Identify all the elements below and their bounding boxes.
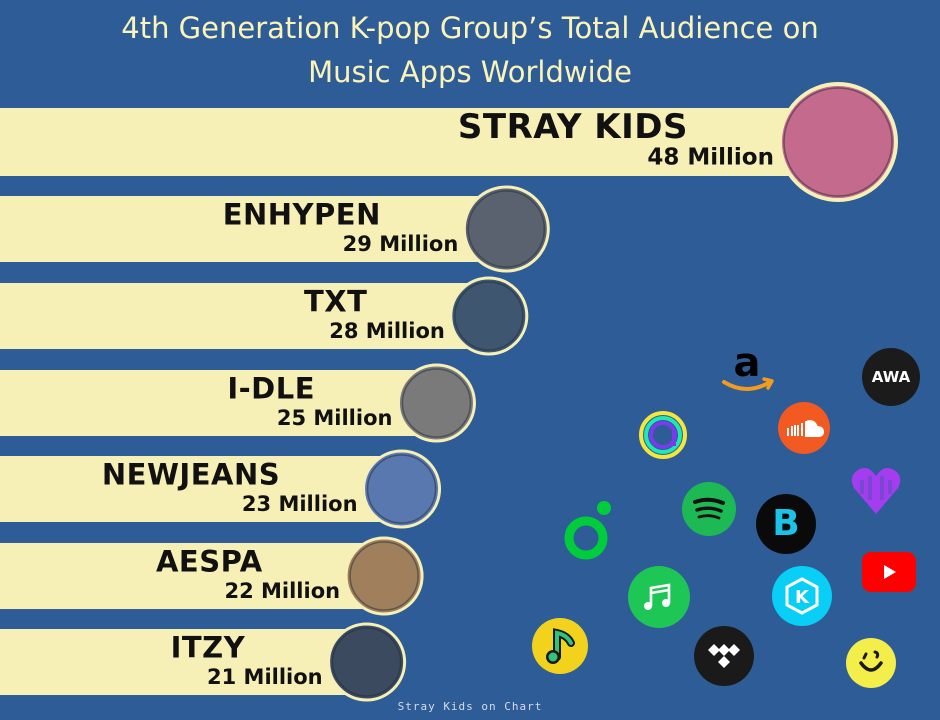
awa-icon-label: AWA [871,368,911,386]
bar-value-label: 22 Million [224,579,340,603]
bar-value-label: 23 Million [242,492,358,516]
group-photo-ring [401,368,472,438]
qq-music-icon [532,618,588,674]
group-photo-ring [783,87,893,197]
bar-label-aespa: AESPA [156,544,263,578]
bar-stray-kids [0,108,838,176]
kkbox-icon: K [772,566,832,626]
anghami-icon [636,408,690,462]
svg-text:K: K [795,587,810,608]
group-photo-aespa [344,536,424,616]
boomplay-icon: B [756,494,816,554]
group-photo-ring [331,627,402,697]
music-note-app-icon [628,566,690,628]
bar-label-newjeans: NEWJEANS [102,457,280,491]
group-photo-i-dle [396,363,476,443]
deezer-icon [848,462,904,518]
group-photo-stray-kids [778,82,898,202]
bar-newjeans [0,456,402,522]
spotify-icon [682,482,736,536]
group-photo-ring [366,454,437,524]
bar-label-stray-kids: STRAY KIDS [458,107,688,147]
amazon-music-icon: a [712,342,782,398]
group-photo-newjeans [362,449,442,529]
bar-label-enhypen: ENHYPEN [223,197,381,231]
group-photo-ring [454,281,524,351]
bar-label-i-dle: I-DLE [227,371,315,405]
bar-value-label: 25 Million [277,406,393,430]
bar-value-label: 29 Million [343,232,459,256]
smile-app-icon [846,638,896,688]
group-photo-ring [467,190,546,268]
bar-aespa [0,543,385,609]
bar-txt [0,283,489,349]
chart-title-line-1: 4th Generation K-pop Group’s Total Audie… [121,11,819,45]
chart-title-line-2: Music Apps Worldwide [308,55,632,89]
bar-label-itzy: ITZY [171,630,246,664]
bar-itzy [0,629,367,695]
soundcloud-icon [778,402,830,454]
bar-value-label: 48 Million [647,144,774,170]
group-photo-enhypen [462,185,550,273]
melon-icon [562,498,616,562]
bar-value-label: 28 Million [329,319,445,343]
bar-i-dle [0,370,437,436]
youtube-icon [862,552,916,592]
svg-text:a: a [734,342,761,386]
bar-enhypen [0,196,507,262]
chart-title: 4th Generation K-pop Group’s Total Audie… [0,6,940,94]
bar-value-label: 21 Million [207,665,323,689]
tidal-icon [694,626,754,686]
awa-icon: AWA [862,348,920,406]
group-photo-txt [449,276,529,356]
bar-label-txt: TXT [304,284,367,318]
footer-credit: Stray Kids on Chart [397,700,543,713]
group-photo-itzy [327,622,407,702]
group-photo-ring [349,541,419,611]
